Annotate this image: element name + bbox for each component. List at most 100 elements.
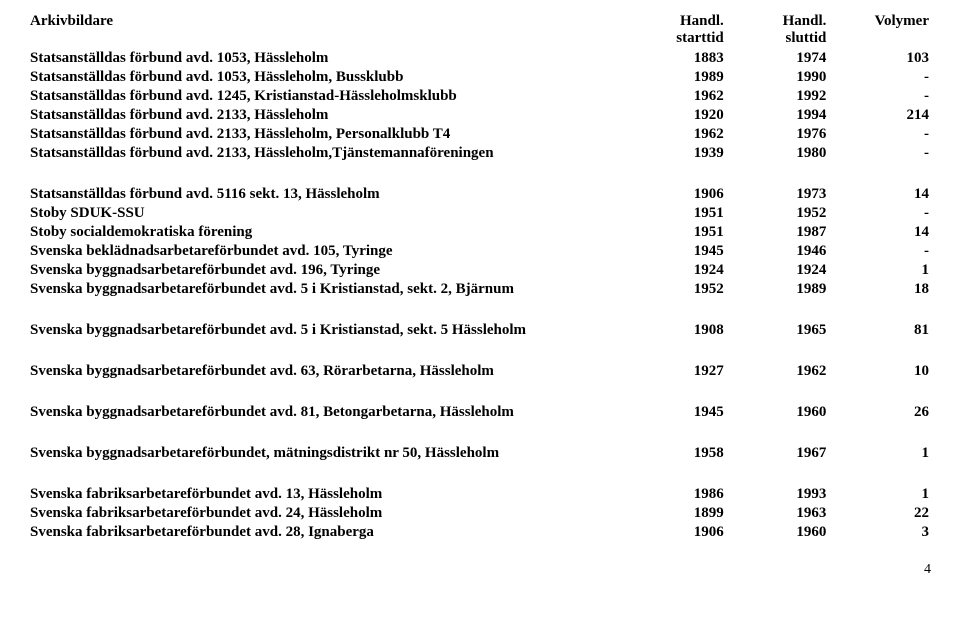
group-spacer — [28, 163, 931, 185]
cell-end: 1976 — [726, 125, 829, 144]
col-header-start-line1: Handl. — [623, 12, 726, 30]
table-row: Svenska byggnadsarbetareförbundet, mätni… — [28, 444, 931, 463]
group-spacer — [28, 340, 931, 362]
cell-name: Statsanställdas förbund avd. 1053, Hässl… — [28, 49, 623, 68]
cell-end: 1990 — [726, 68, 829, 87]
cell-start: 1908 — [623, 321, 726, 340]
cell-volumes: - — [828, 125, 931, 144]
cell-volumes: 1 — [828, 444, 931, 463]
cell-name: Statsanställdas förbund avd. 2133, Hässl… — [28, 144, 623, 163]
cell-end: 1987 — [726, 223, 829, 242]
cell-start: 1986 — [623, 485, 726, 504]
table-row: Stoby socialdemokratiska förening1951198… — [28, 223, 931, 242]
col-header-blank — [28, 30, 623, 49]
cell-end: 1965 — [726, 321, 829, 340]
cell-end: 1960 — [726, 523, 829, 542]
page-number: 4 — [28, 542, 931, 578]
cell-name: Svenska beklädnadsarbetareförbundet avd.… — [28, 242, 623, 261]
table-row: Svenska byggnadsarbetareförbundet avd. 6… — [28, 362, 931, 381]
cell-volumes: 10 — [828, 362, 931, 381]
cell-start: 1951 — [623, 223, 726, 242]
table-row: Svenska fabriksarbetareförbundet avd. 13… — [28, 485, 931, 504]
cell-start: 1945 — [623, 242, 726, 261]
cell-volumes: - — [828, 204, 931, 223]
cell-start: 1939 — [623, 144, 726, 163]
table-row: Svenska byggnadsarbetareförbundet avd. 5… — [28, 280, 931, 299]
cell-end: 1946 — [726, 242, 829, 261]
cell-end: 1963 — [726, 504, 829, 523]
table-row: Svenska beklädnadsarbetareförbundet avd.… — [28, 242, 931, 261]
spacer-cell — [28, 163, 931, 185]
cell-volumes: 81 — [828, 321, 931, 340]
cell-name: Svenska fabriksarbetareförbundet avd. 13… — [28, 485, 623, 504]
table-row: Statsanställdas förbund avd. 1053, Hässl… — [28, 68, 931, 87]
group-spacer — [28, 299, 931, 321]
cell-volumes: 18 — [828, 280, 931, 299]
cell-name: Statsanställdas förbund avd. 1245, Krist… — [28, 87, 623, 106]
col-header-start-line2: starttid — [623, 30, 726, 49]
cell-start: 1989 — [623, 68, 726, 87]
spacer-cell — [28, 381, 931, 403]
cell-start: 1962 — [623, 87, 726, 106]
cell-start: 1958 — [623, 444, 726, 463]
cell-volumes: - — [828, 87, 931, 106]
table-row: Statsanställdas förbund avd. 2133, Hässl… — [28, 144, 931, 163]
cell-start: 1883 — [623, 49, 726, 68]
cell-name: Svenska byggnadsarbetareförbundet avd. 6… — [28, 362, 623, 381]
col-header-end-line1: Handl. — [726, 12, 829, 30]
cell-start: 1927 — [623, 362, 726, 381]
cell-name: Svenska byggnadsarbetareförbundet avd. 5… — [28, 280, 623, 299]
cell-end: 1960 — [726, 403, 829, 422]
cell-end: 1994 — [726, 106, 829, 125]
table-body: Statsanställdas förbund avd. 1053, Hässl… — [28, 49, 931, 542]
cell-start: 1924 — [623, 261, 726, 280]
cell-volumes: 14 — [828, 223, 931, 242]
cell-name: Stoby socialdemokratiska förening — [28, 223, 623, 242]
group-spacer — [28, 463, 931, 485]
spacer-cell — [28, 463, 931, 485]
spacer-cell — [28, 340, 931, 362]
cell-end: 1962 — [726, 362, 829, 381]
cell-end: 1973 — [726, 185, 829, 204]
cell-volumes: 214 — [828, 106, 931, 125]
cell-start: 1906 — [623, 185, 726, 204]
table-row: Statsanställdas förbund avd. 1053, Hässl… — [28, 49, 931, 68]
table-row: Statsanställdas förbund avd. 2133, Hässl… — [28, 125, 931, 144]
cell-name: Svenska byggnadsarbetareförbundet, mätni… — [28, 444, 623, 463]
cell-name: Svenska fabriksarbetareförbundet avd. 28… — [28, 523, 623, 542]
cell-end: 1989 — [726, 280, 829, 299]
cell-volumes: - — [828, 144, 931, 163]
cell-name: Statsanställdas förbund avd. 2133, Hässl… — [28, 125, 623, 144]
cell-name: Statsanställdas förbund avd. 2133, Hässl… — [28, 106, 623, 125]
col-header-blank2 — [828, 30, 931, 49]
cell-end: 1967 — [726, 444, 829, 463]
table-row: Svenska byggnadsarbetareförbundet avd. 8… — [28, 403, 931, 422]
table-row: Svenska fabriksarbetareförbundet avd. 24… — [28, 504, 931, 523]
cell-start: 1945 — [623, 403, 726, 422]
cell-volumes: 103 — [828, 49, 931, 68]
table-row: Svenska byggnadsarbetareförbundet avd. 1… — [28, 261, 931, 280]
cell-end: 1993 — [726, 485, 829, 504]
cell-start: 1899 — [623, 504, 726, 523]
cell-volumes: 3 — [828, 523, 931, 542]
col-header-name: Arkivbildare — [28, 12, 623, 30]
table-row: Statsanställdas förbund avd. 1245, Krist… — [28, 87, 931, 106]
table-row: Svenska byggnadsarbetareförbundet avd. 5… — [28, 321, 931, 340]
cell-name: Statsanställdas förbund avd. 5116 sekt. … — [28, 185, 623, 204]
page: Arkivbildare Handl. Handl. Volymer start… — [0, 0, 959, 594]
cell-start: 1962 — [623, 125, 726, 144]
cell-start: 1951 — [623, 204, 726, 223]
cell-volumes: 1 — [828, 485, 931, 504]
cell-name: Svenska byggnadsarbetareförbundet avd. 1… — [28, 261, 623, 280]
group-spacer — [28, 422, 931, 444]
cell-end: 1974 — [726, 49, 829, 68]
cell-volumes: 14 — [828, 185, 931, 204]
col-header-volumes: Volymer — [828, 12, 931, 30]
cell-name: Svenska byggnadsarbetareförbundet avd. 5… — [28, 321, 623, 340]
cell-name: Stoby SDUK-SSU — [28, 204, 623, 223]
col-header-end-line2: sluttid — [726, 30, 829, 49]
cell-start: 1920 — [623, 106, 726, 125]
table-row: Statsanställdas förbund avd. 5116 sekt. … — [28, 185, 931, 204]
cell-name: Svenska fabriksarbetareförbundet avd. 24… — [28, 504, 623, 523]
archive-table: Arkivbildare Handl. Handl. Volymer start… — [28, 12, 931, 542]
